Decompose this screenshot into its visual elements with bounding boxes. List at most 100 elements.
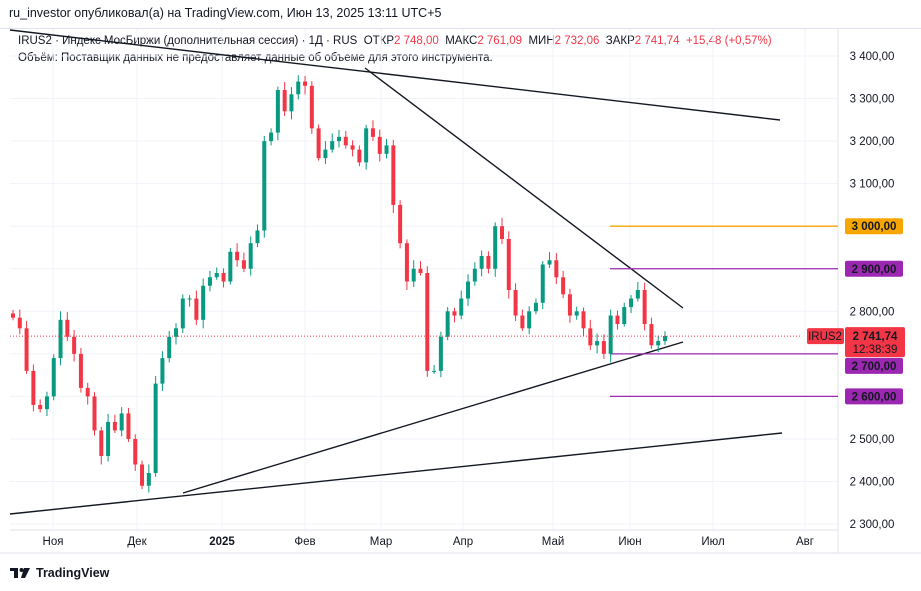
candle-body bbox=[567, 294, 572, 316]
level-label-2700: 2 700,00 bbox=[852, 361, 897, 373]
candle-body bbox=[350, 145, 355, 150]
candle-body bbox=[635, 290, 640, 299]
trend-line bbox=[182, 341, 684, 494]
candle-body bbox=[588, 328, 593, 346]
time-tick-label: Апр bbox=[453, 536, 473, 548]
candle-body bbox=[561, 277, 566, 295]
candle-body bbox=[133, 438, 138, 465]
candle-body bbox=[574, 311, 579, 316]
close-value: 2 741,74 bbox=[634, 35, 680, 47]
time-tick-label: Авг bbox=[796, 536, 814, 548]
symbol-badge bbox=[807, 328, 844, 345]
candle-body bbox=[581, 311, 586, 329]
candle-body bbox=[595, 341, 600, 346]
candle-body bbox=[540, 264, 545, 303]
candle-body bbox=[642, 290, 647, 325]
price-tick-label: 3 400,00 bbox=[850, 51, 895, 63]
candle-body bbox=[160, 358, 165, 384]
candle-body bbox=[364, 128, 369, 163]
candle-body bbox=[601, 341, 606, 354]
candle-body bbox=[663, 335, 667, 342]
candle-body bbox=[343, 136, 348, 146]
price-tick-label: 3 100,00 bbox=[850, 179, 895, 191]
candle-body bbox=[500, 226, 504, 239]
tradingview-logo: TradingView bbox=[10, 566, 109, 580]
candle-body bbox=[520, 315, 525, 329]
candle-body bbox=[418, 268, 423, 274]
candle-body bbox=[445, 311, 450, 337]
candle-body bbox=[153, 383, 158, 473]
candle-body bbox=[316, 128, 321, 159]
candle-body bbox=[452, 311, 457, 316]
candle-body bbox=[140, 464, 145, 486]
candle-body bbox=[248, 243, 253, 269]
candle-body bbox=[112, 421, 117, 431]
time-tick-label: Мар bbox=[370, 536, 393, 548]
symbol-info: IRUS2 · Индекс МосБиржи (дополнительная … bbox=[18, 35, 358, 47]
candle-body bbox=[146, 472, 151, 486]
candle-body bbox=[269, 132, 274, 142]
candle-body bbox=[201, 285, 206, 320]
candle-body bbox=[106, 421, 111, 456]
level-badge-2600 bbox=[845, 388, 903, 405]
candle-body bbox=[493, 226, 498, 269]
time-tick-label: Июн bbox=[618, 536, 641, 548]
candle-body bbox=[323, 149, 328, 159]
candle-body bbox=[404, 243, 409, 282]
candle-body bbox=[180, 298, 185, 329]
candle-body bbox=[472, 268, 477, 282]
time-tick-label: Фев bbox=[294, 536, 315, 548]
candle-body bbox=[432, 370, 437, 372]
candle-body bbox=[479, 255, 484, 269]
time-tick-label: Июл bbox=[701, 536, 724, 548]
candle-body bbox=[85, 387, 90, 397]
trend-line bbox=[9, 432, 783, 515]
price-tick-label: 2 300,00 bbox=[850, 519, 895, 531]
low-label: МИН bbox=[528, 35, 555, 47]
time-tick-label: Май bbox=[542, 536, 565, 548]
symbol-legend: IRUS2 · Индекс МосБиржи (дополнительная … bbox=[18, 35, 772, 47]
candle-body bbox=[187, 298, 192, 300]
candle-body bbox=[337, 136, 341, 142]
open-value: 2 748,00 bbox=[394, 35, 439, 47]
candle-body bbox=[622, 307, 627, 325]
time-tick-label: Ноя bbox=[43, 536, 64, 548]
candle-body bbox=[214, 273, 219, 278]
candle-body bbox=[486, 255, 491, 269]
candle-body bbox=[384, 145, 389, 154]
candle-body bbox=[425, 273, 430, 371]
candle-body bbox=[58, 319, 63, 359]
candle-body bbox=[119, 413, 124, 431]
candle-body bbox=[377, 136, 382, 154]
candle-body bbox=[303, 81, 308, 86]
change-value: +15,48 (+0,57%) bbox=[685, 35, 772, 47]
last-price-label: 2 741,74 bbox=[853, 331, 898, 343]
candle-body bbox=[194, 298, 199, 320]
candle-body bbox=[275, 90, 280, 133]
level-label-2900: 2 900,00 bbox=[852, 264, 897, 276]
candle-body bbox=[92, 396, 97, 431]
price-tick-label: 2 800,00 bbox=[850, 306, 895, 318]
header-divider bbox=[0, 28, 921, 29]
brand-name: TradingView bbox=[36, 566, 110, 580]
candle-body bbox=[282, 90, 287, 112]
candle-body bbox=[235, 251, 240, 261]
candle-body bbox=[411, 268, 416, 282]
level-badge-3000 bbox=[845, 218, 903, 235]
candle-body bbox=[17, 317, 22, 329]
candle-body bbox=[370, 128, 375, 137]
publisher-line: ru_investor опубликовал(а) на TradingVie… bbox=[9, 6, 442, 20]
tradingview-logo-icon bbox=[10, 568, 30, 578]
candle-body bbox=[262, 141, 267, 231]
candle-body bbox=[24, 328, 29, 371]
level-label-3000: 3 000,00 bbox=[852, 221, 897, 233]
candle-body bbox=[51, 358, 56, 397]
candle-body bbox=[289, 94, 294, 112]
candle-body bbox=[533, 302, 538, 312]
candle-body bbox=[31, 370, 36, 405]
candle-body bbox=[207, 277, 212, 286]
high-label: МАКС bbox=[445, 35, 478, 47]
candle-body bbox=[228, 251, 233, 282]
candle-body bbox=[296, 81, 301, 95]
